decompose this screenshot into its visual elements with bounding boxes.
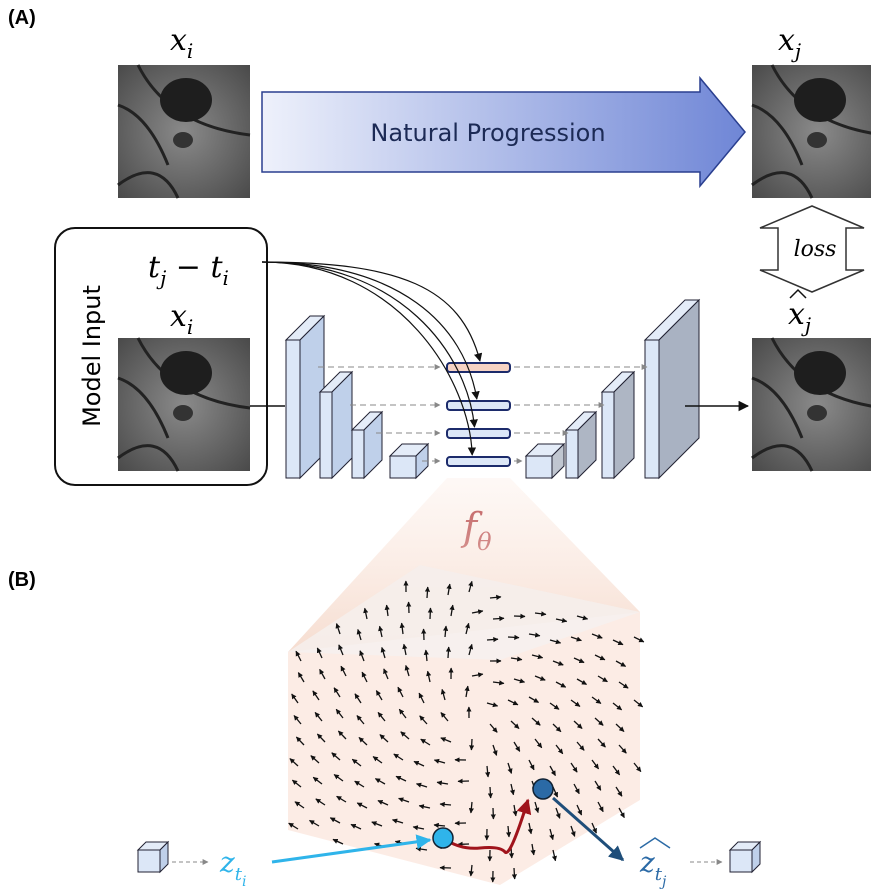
block-front: [320, 392, 332, 478]
t: t: [148, 250, 161, 285]
latent-layer: [447, 429, 510, 438]
vector-arrow: [490, 787, 491, 798]
block-front: [566, 430, 578, 478]
base: z: [219, 846, 235, 879]
latent-layer: [447, 401, 510, 410]
block-front: [602, 392, 614, 478]
base: z: [639, 846, 655, 879]
block-front: [730, 850, 752, 872]
panel-label: (B): [8, 569, 36, 591]
block-front: [286, 340, 300, 478]
vector-arrow: [471, 739, 472, 750]
base: x: [170, 299, 187, 334]
figure: (A) xi Natural Progression xj loss Model…: [0, 0, 871, 896]
vector-arrow: [508, 637, 519, 638]
vector-arrow: [493, 618, 504, 619]
block-front: [352, 430, 364, 478]
retina-image: [752, 65, 871, 198]
subsub: i: [242, 874, 246, 890]
target-label: xj: [778, 23, 801, 63]
retina-image: [118, 338, 250, 471]
t: t: [210, 250, 223, 285]
retina-image: [118, 65, 250, 198]
start-point: [433, 828, 453, 848]
vector-arrow: [427, 587, 428, 598]
end-point: [533, 779, 553, 799]
sub: i: [223, 266, 229, 290]
start-label: zti: [219, 846, 246, 890]
latent-layer: [447, 457, 510, 466]
vector-arrow: [448, 647, 449, 658]
block-front: [390, 456, 416, 478]
block-front: [138, 850, 160, 872]
base: x: [788, 297, 805, 332]
unet: [262, 262, 748, 478]
sub: i: [187, 315, 193, 339]
block-front: [526, 456, 552, 478]
retina-image: [752, 338, 871, 471]
end-label: ztj: [639, 846, 667, 890]
progression-text: Natural Progression: [370, 119, 605, 147]
input-label: xi: [170, 299, 193, 339]
vector-arrow: [487, 639, 498, 640]
output-label: xj: [788, 297, 811, 337]
loss-text: loss: [794, 237, 837, 262]
base: x: [778, 23, 795, 58]
input-label: xi: [170, 23, 193, 63]
block-front: [645, 340, 659, 478]
base: x: [170, 23, 187, 58]
time-label: tj − ti: [148, 250, 229, 290]
sub: i: [187, 39, 193, 63]
panel-label: (A): [8, 7, 36, 29]
vector-arrow: [514, 868, 515, 879]
model-input-title: Model Input: [78, 285, 106, 427]
op: −: [166, 250, 210, 285]
